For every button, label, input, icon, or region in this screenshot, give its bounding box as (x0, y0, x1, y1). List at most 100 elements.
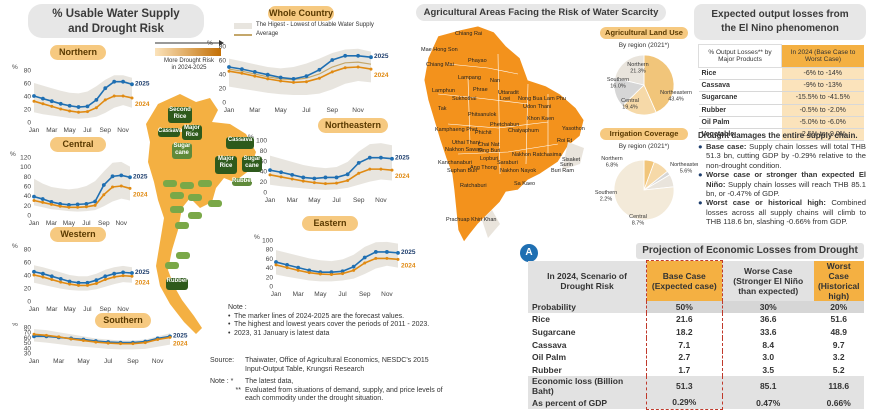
projection-cell-base: 18.2 (646, 325, 723, 339)
y-tick-label: 60 (24, 260, 32, 267)
output-product: Rubber (698, 104, 782, 117)
data-point (253, 74, 257, 78)
data-point (59, 280, 63, 284)
projection-cell-label: Cassava (528, 338, 647, 351)
data-point (240, 67, 244, 71)
data-point (131, 342, 135, 346)
data-point (343, 53, 348, 58)
x-tick-label: Jul (338, 291, 347, 298)
percent-unit: % (254, 234, 260, 241)
data-point (119, 173, 124, 178)
series-line-2024 (269, 168, 393, 185)
data-point (285, 262, 289, 267)
y-tick-label: 0 (27, 120, 31, 127)
province-label: Nan (490, 78, 501, 84)
data-point (112, 79, 117, 84)
x-tick-label: May (308, 197, 321, 204)
data-point (304, 80, 308, 84)
province-label: Udon Thani (523, 104, 552, 110)
note2-dstar: Evaluated from situations of demand, sup… (245, 386, 443, 403)
data-point (290, 177, 294, 181)
data-point (32, 99, 36, 103)
y-tick-label: 80 (24, 174, 32, 181)
data-point (143, 341, 147, 345)
note2-block: Note : * The latest data, ** Evaluated fro… (210, 378, 446, 404)
projection-cell-worst: 20% (813, 300, 864, 314)
y-tick-label: 40 (219, 72, 227, 79)
data-point (368, 167, 372, 171)
data-point (330, 58, 335, 62)
percent-unit: % (12, 243, 18, 250)
data-point (335, 181, 339, 185)
pill-whole-country: Whole Country (268, 6, 334, 21)
data-point (119, 342, 123, 346)
data-point (93, 203, 97, 207)
province-label: Loei (500, 96, 511, 102)
province-label: Ang Thong (470, 165, 497, 171)
data-point (69, 337, 73, 341)
x-tick-label: Mar (293, 291, 305, 298)
crop-small-4 (170, 192, 184, 199)
data-point (274, 260, 278, 264)
data-point (58, 277, 63, 281)
province-label: Phetchabun (490, 122, 520, 128)
data-point (334, 175, 339, 180)
y-tick-label: 40 (24, 345, 32, 352)
range-label: The Higest - Lowest of Usable Water Supp… (256, 22, 374, 28)
chart-northern: 0 20 40 60 80 2025 2024 Jan Mar May Jul Sep Nov% (12, 64, 150, 134)
series-line-2024 (33, 333, 171, 345)
series-line-2024 (275, 257, 399, 276)
pie-slice (613, 159, 675, 221)
data-point (396, 257, 400, 261)
pie-value: 8.7% (632, 221, 645, 227)
data-point (128, 186, 132, 190)
data-point (379, 167, 383, 171)
label-2025: 2025 (135, 269, 150, 276)
y-tick-label: 80 (266, 247, 274, 254)
x-tick-label: Mar (287, 197, 299, 204)
crop-cassava-north: Cassava (158, 128, 182, 137)
percent-unit: % (12, 323, 18, 328)
province-label: Suphan Buri (447, 168, 478, 174)
data-point (49, 202, 53, 206)
province-label: Nakhon Ratchasima (512, 152, 562, 158)
projection-cell-worst: 3.2 (813, 350, 864, 364)
projection-cell-worse: 85.1 (722, 376, 814, 397)
data-point (101, 183, 106, 187)
y-tick-label: 50 (24, 340, 32, 347)
data-point (77, 110, 81, 114)
projection-cell-label: Oil Palm (528, 350, 647, 364)
series-line-average (228, 61, 372, 81)
data-point (44, 333, 48, 337)
pie-value: 19.4% (622, 105, 638, 111)
data-point (279, 170, 283, 175)
range-band (34, 265, 132, 291)
left-title-line1: % Usable Water Supply (52, 8, 180, 20)
crop-major-rice-north: Major Rice (182, 125, 202, 140)
data-point (362, 255, 367, 260)
crop-rubber-ne: Rubber (232, 178, 253, 186)
crop-sugar-cane-central: Sugar cane (172, 143, 192, 159)
province-label: Phrae (473, 87, 488, 93)
pill-central: Central (50, 137, 106, 152)
projection-table: In 2024, Scenario of Drought Risk Base C… (528, 260, 864, 410)
pie-value: 16.0% (610, 84, 626, 90)
x-tick-label: Nov (115, 220, 127, 227)
crop-small-9 (175, 222, 189, 229)
x-tick-label: Jul (302, 107, 311, 114)
province-label: Khon Kaen (527, 116, 555, 122)
pie-label: Southern (607, 77, 629, 83)
data-point (103, 98, 107, 102)
data-point (317, 67, 322, 72)
pie-value: 21.3% (630, 69, 646, 75)
bullet-worse: ● Worse case or stronger than expected El… (698, 170, 866, 199)
pie-label: Northeastern (660, 90, 692, 96)
projection-cell-worse: 8.4 (722, 338, 814, 351)
data-point (227, 65, 231, 69)
projection-cell-worse: 3.0 (722, 350, 814, 364)
x-tick-label: Sep (326, 107, 338, 114)
data-point (374, 256, 378, 260)
province-map (423, 25, 585, 243)
pie1-sub: By region (2021*) (618, 42, 670, 49)
